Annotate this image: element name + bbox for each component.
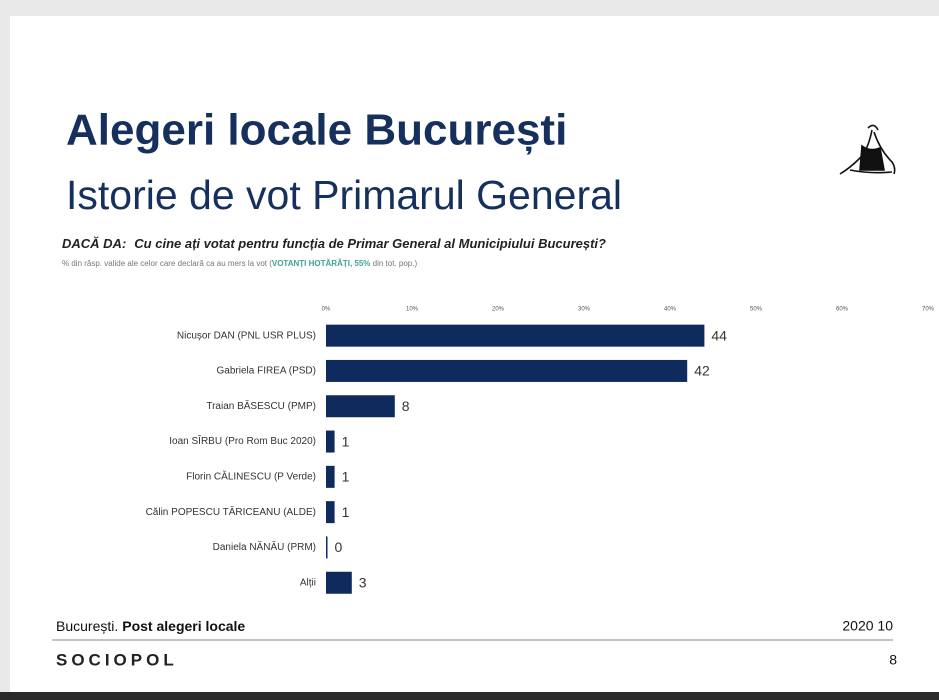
x-tick-label: 70% [922,307,935,313]
bar [326,501,335,524]
note-after: din tot. pop.) [370,259,417,268]
note: % din răsp. valide ale celor care declar… [62,259,417,268]
value-label: 8 [402,398,410,414]
x-tick-label: 30% [578,307,591,313]
value-label: 3 [359,574,367,590]
value-label: 1 [342,469,350,485]
category-label: Gabriela FIREA (PSD) [217,366,316,377]
x-tick-label: 0% [322,307,331,313]
category-label: Călin POPESCU TĂRICEANU (ALDE) [146,505,316,518]
category-label: Traian BĂSESCU (PMP) [206,399,316,412]
title: Alegeri locale București [66,106,567,155]
x-tick-label: 60% [836,307,849,313]
value-label: 0 [335,539,343,555]
question: DACĂ DA: Cu cine ați votat pentru funcția… [62,236,606,251]
x-tick-label: 50% [750,307,763,313]
category-label: Florin CĂLINESCU (P Verde) [186,469,316,482]
category-label: Ioan SÎRBU (Pro Rom Buc 2020) [169,434,316,447]
note-highlight: VOTANȚI HOTĂRÂȚI, 55% [272,259,371,268]
bar [326,571,352,594]
slide-background [10,16,939,692]
value-label: 1 [342,504,350,520]
logo [839,124,896,175]
bar [326,359,688,382]
x-tick-label: 40% [664,307,677,313]
footer-text: București. Post alegeri locale [56,618,245,634]
bar [326,465,335,488]
value-label: 1 [342,433,350,449]
category-label: Daniela NĂNĂU (PRM) [213,540,316,553]
value-label: 44 [711,327,727,343]
x-tick-label: 20% [492,307,505,313]
x-tick-label: 10% [406,307,419,313]
subtitle: Istorie de vot Primarul General [66,172,622,218]
bar [326,324,705,347]
bar [326,430,335,453]
category-label: Nicușor DAN (PNL USR PLUS) [177,330,316,341]
footer-label: Post alegeri locale [122,618,245,634]
bar [326,536,328,559]
note-before: % din răsp. valide ale celor care declar… [62,259,272,268]
plot: 0% 10% 20% 30% 40% 50% 60% 70% Nicușor DAN (PNL … [146,307,935,594]
category-label: Alții [300,577,316,588]
page-number: 8 [889,652,897,668]
brand: SOCIOPOL [56,650,178,669]
footer-location: București. [56,618,118,634]
bar [326,395,395,418]
question-prefix: DACĂ DA: [62,236,126,251]
value-label: 42 [694,363,710,379]
footer-date: 2020 10 [842,618,893,634]
bottom-strip [0,692,939,700]
question-text: Cu cine ați votat pentru funcția de Prim… [134,236,606,251]
